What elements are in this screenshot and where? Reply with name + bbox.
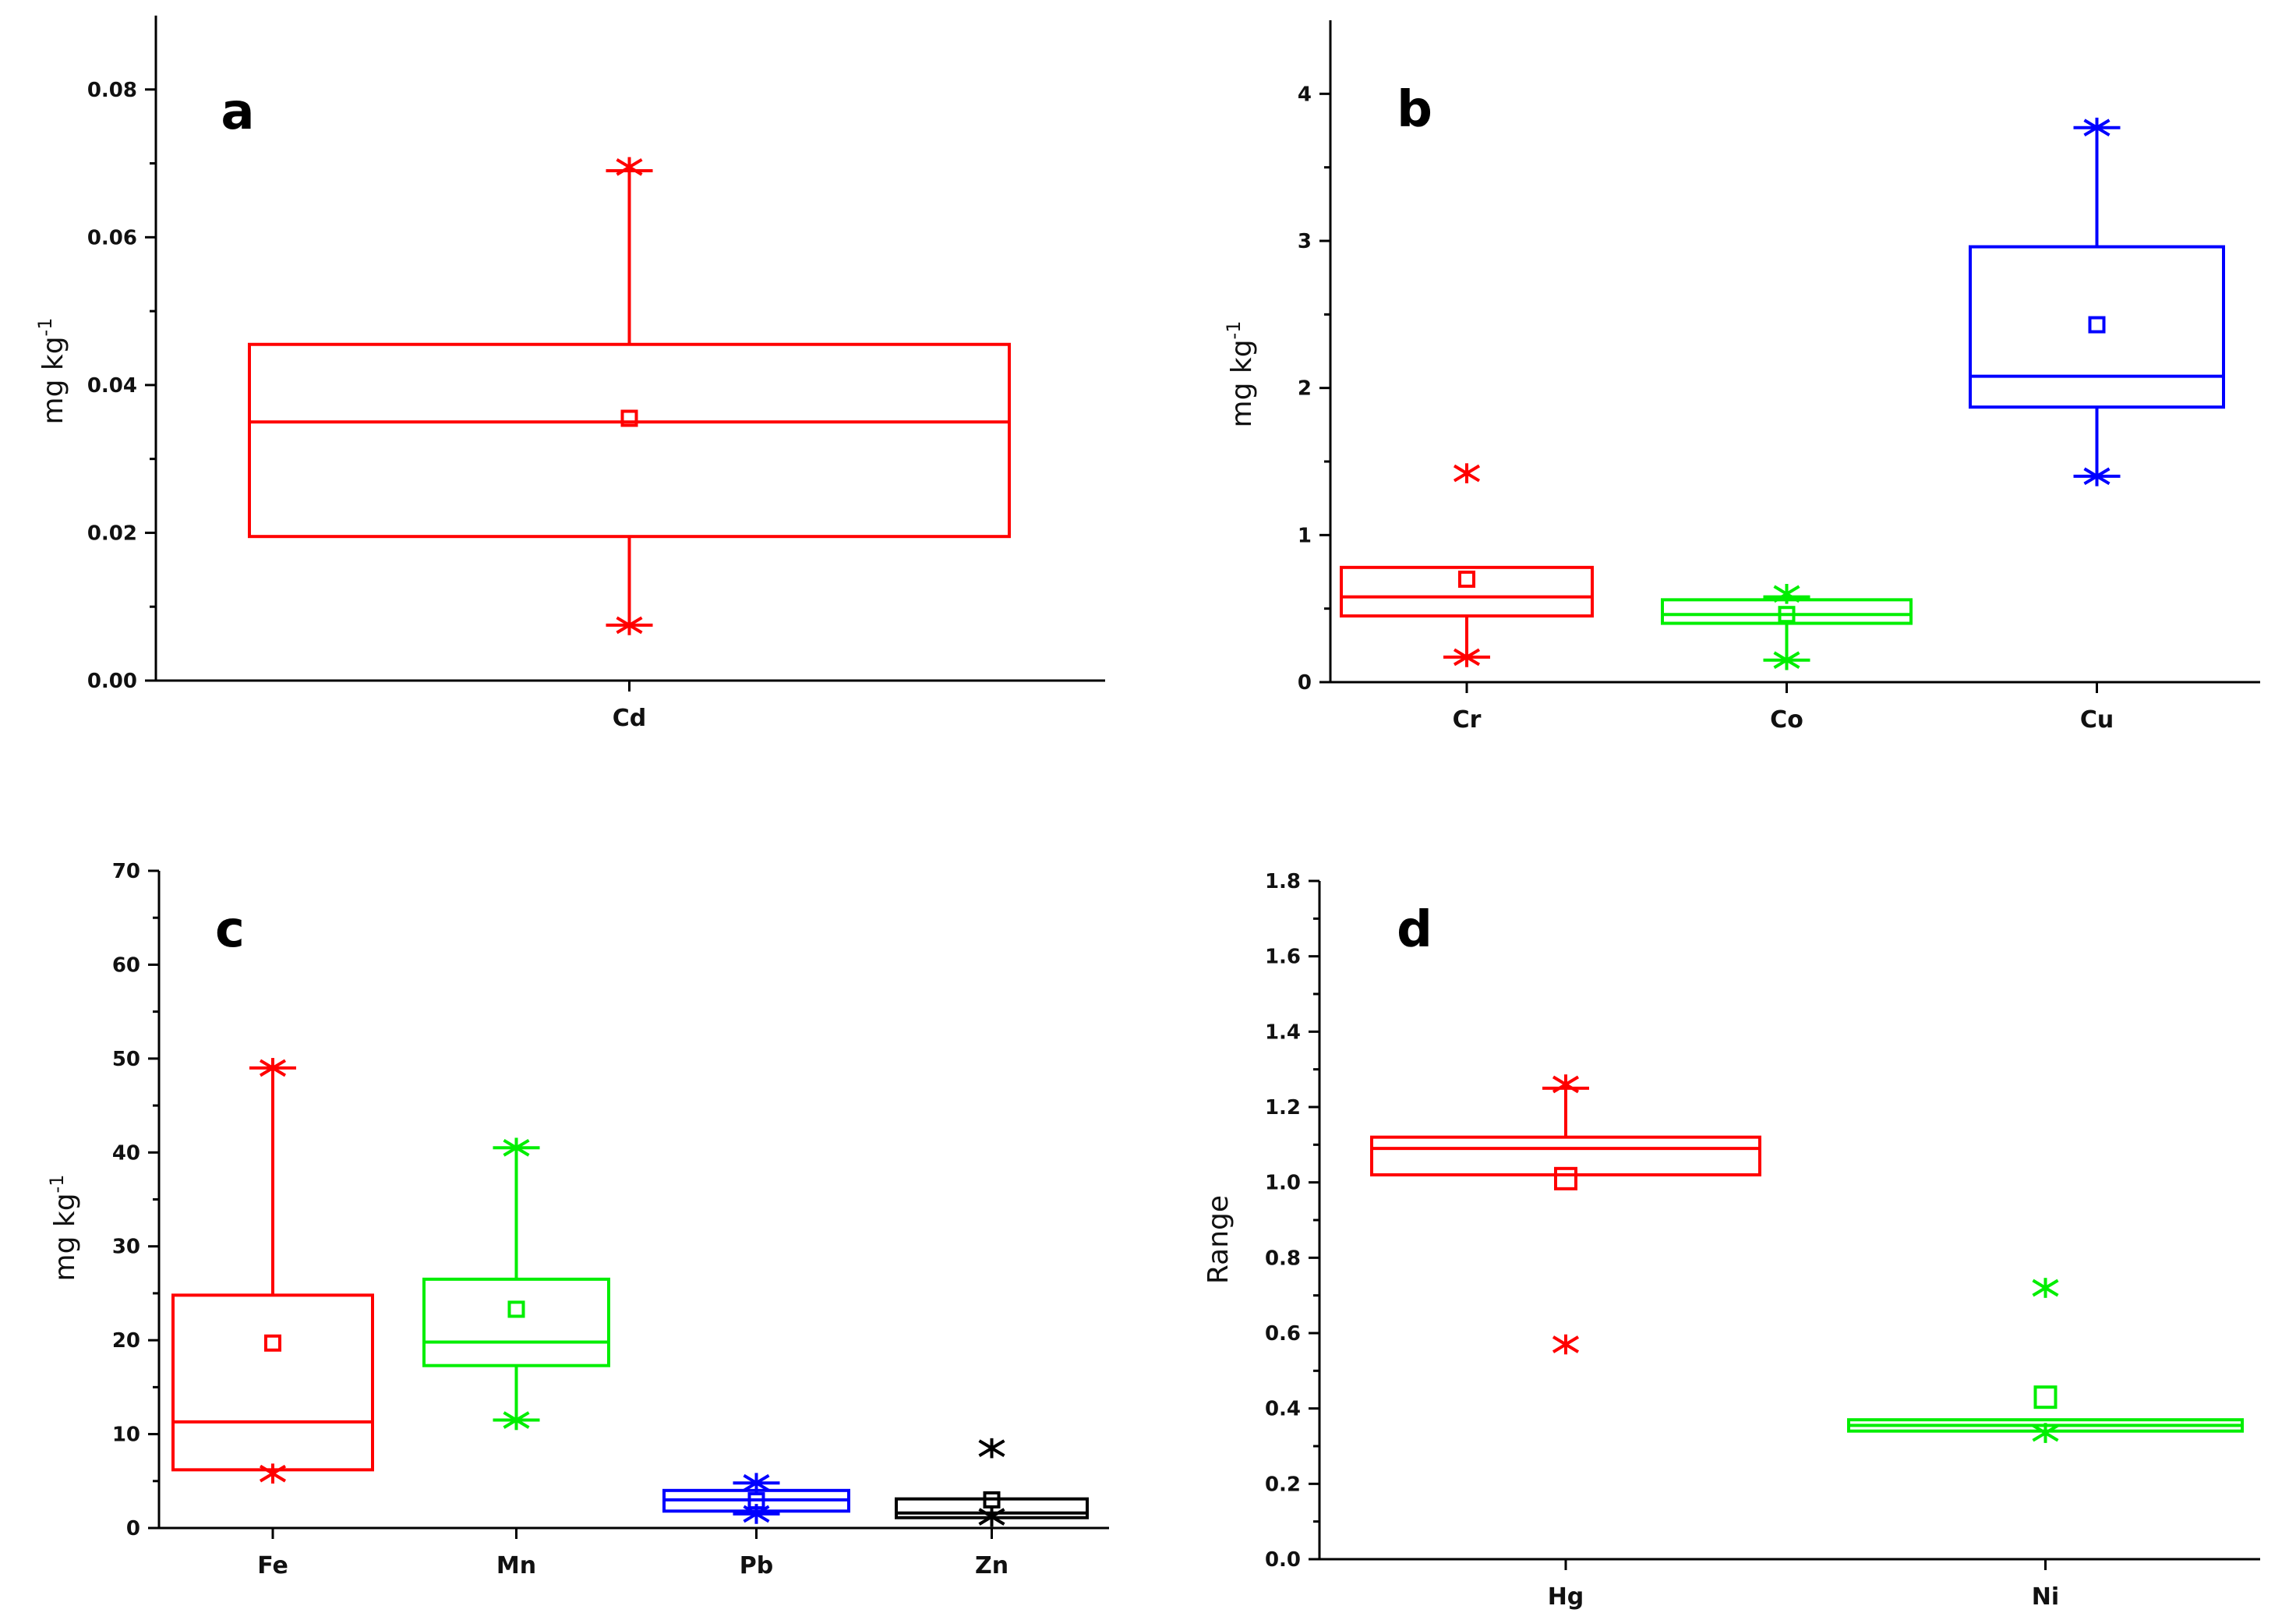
- y-axis-label: mg kg-1: [34, 318, 69, 425]
- box-mn: [424, 1137, 609, 1430]
- y-tick-label: 2: [1298, 377, 1312, 401]
- box-plot-figure: 0.000.020.040.060.08Cdamg kg-101234Cr Co C…: [0, 0, 2296, 1616]
- box-co: [1662, 584, 1911, 670]
- y-tick-label: 0.06: [87, 226, 137, 249]
- x-tick-label: Hg: [1548, 1583, 1584, 1611]
- y-axis-label-main: mg kg: [1226, 339, 1258, 427]
- x-tick-label: Cr: [1453, 706, 1482, 734]
- mean-marker: [1556, 1169, 1576, 1189]
- x-tick-label: Co: [1770, 706, 1803, 734]
- panel-c: 0 10 20 30 40 50 60 70 Fe Mn Pb Zn c mg kg-1: [46, 860, 1109, 1579]
- iqr-box: [173, 1295, 373, 1470]
- y-tick-label: 1.0: [1265, 1172, 1301, 1195]
- mean-marker: [2036, 1387, 2056, 1407]
- x-tick-label: Pb: [740, 1552, 773, 1579]
- y-tick-label: 1: [1298, 524, 1312, 547]
- panel-letter: c: [215, 901, 245, 959]
- box-zn: [896, 1438, 1087, 1527]
- x-tick-label: Zn: [975, 1552, 1008, 1579]
- box-cr: [1341, 463, 1592, 667]
- mean-marker: [2090, 318, 2104, 332]
- iqr-box: [249, 345, 1009, 536]
- y-tick-label: 0.00: [87, 670, 137, 693]
- iqr-box: [1341, 568, 1592, 616]
- panel-letter: a: [221, 83, 254, 141]
- iqr-box: [1970, 247, 2224, 408]
- panel-letter: d: [1397, 901, 1432, 959]
- x-tick-label: Ni: [2032, 1583, 2059, 1611]
- y-tick-label: 20: [112, 1329, 140, 1353]
- y-tick-label: 0.02: [87, 522, 137, 545]
- y-tick-label: 10: [112, 1424, 140, 1447]
- y-tick-label: 50: [112, 1048, 140, 1071]
- y-tick-label: 4: [1298, 83, 1312, 106]
- y-tick-label: 0: [126, 1517, 140, 1540]
- mean-marker: [510, 1302, 524, 1316]
- box-pb: [664, 1473, 849, 1523]
- x-tick-label: Cd: [613, 705, 647, 732]
- y-axis-label-main: mg kg: [49, 1193, 81, 1281]
- y-axis-label-superscript: -1: [46, 1175, 68, 1194]
- y-tick-label: 1.2: [1265, 1096, 1301, 1119]
- y-tick-label: 1.4: [1265, 1020, 1301, 1044]
- y-axis-label: Range: [1203, 1195, 1235, 1284]
- y-tick-label: 0.4: [1265, 1398, 1301, 1421]
- y-tick-label: 0: [1298, 671, 1312, 695]
- box-cu: [1970, 118, 2224, 486]
- y-tick-label: 0.6: [1265, 1322, 1301, 1346]
- y-axis-label: mg kg-1: [46, 1175, 81, 1282]
- box-cd: [249, 157, 1009, 635]
- y-tick-label: 0.08: [87, 79, 137, 102]
- y-tick-label: 40: [112, 1141, 140, 1165]
- y-tick-label: 3: [1298, 230, 1312, 253]
- y-axis-label: mg kg-1: [1223, 321, 1258, 428]
- y-axis-label-main: Range: [1203, 1195, 1235, 1284]
- x-tick-label: Fe: [257, 1552, 288, 1579]
- mean-marker: [1460, 572, 1474, 586]
- x-tick-label: Mn: [496, 1552, 536, 1579]
- y-tick-label: 30: [112, 1236, 140, 1259]
- y-axis-label-superscript: -1: [1223, 321, 1245, 340]
- y-tick-label: 70: [112, 860, 140, 883]
- y-tick-label: 0.04: [87, 374, 137, 398]
- panel-b: 0 1 2 3 4 Cr Co Cu b mg kg-1: [1223, 20, 2260, 734]
- figure-root: 0.00 0.02 0.04 0.06 0.08 Cd a mg kg-1 0 1 2 3 4 Cr Co C…: [0, 0, 2296, 1616]
- y-tick-label: 0.2: [1265, 1473, 1301, 1496]
- panel-d: 0.0 0.2 0.4 0.6 0.8 1.0 1.2 1.4 1.6 1.8 Hg Ni d Range: [1203, 870, 2260, 1611]
- y-axis-label-superscript: -1: [34, 318, 56, 337]
- panel-a: 0.00 0.02 0.04 0.06 0.08 Cd a mg kg-1: [34, 16, 1105, 732]
- y-tick-label: 0.8: [1265, 1247, 1301, 1270]
- y-tick-label: 1.6: [1265, 946, 1301, 969]
- y-tick-label: 60: [112, 953, 140, 977]
- y-tick-label: 1.8: [1265, 870, 1301, 893]
- y-axis-label-main: mg kg: [37, 336, 69, 424]
- iqr-box: [424, 1279, 609, 1366]
- box-fe: [173, 1058, 373, 1484]
- box-hg: [1372, 1074, 1760, 1354]
- panel-letter: b: [1397, 81, 1432, 139]
- x-tick-label: Cu: [2080, 706, 2114, 734]
- mean-marker: [266, 1336, 280, 1350]
- box-ni: [1849, 1278, 2242, 1443]
- y-tick-label: 0.0: [1265, 1548, 1301, 1572]
